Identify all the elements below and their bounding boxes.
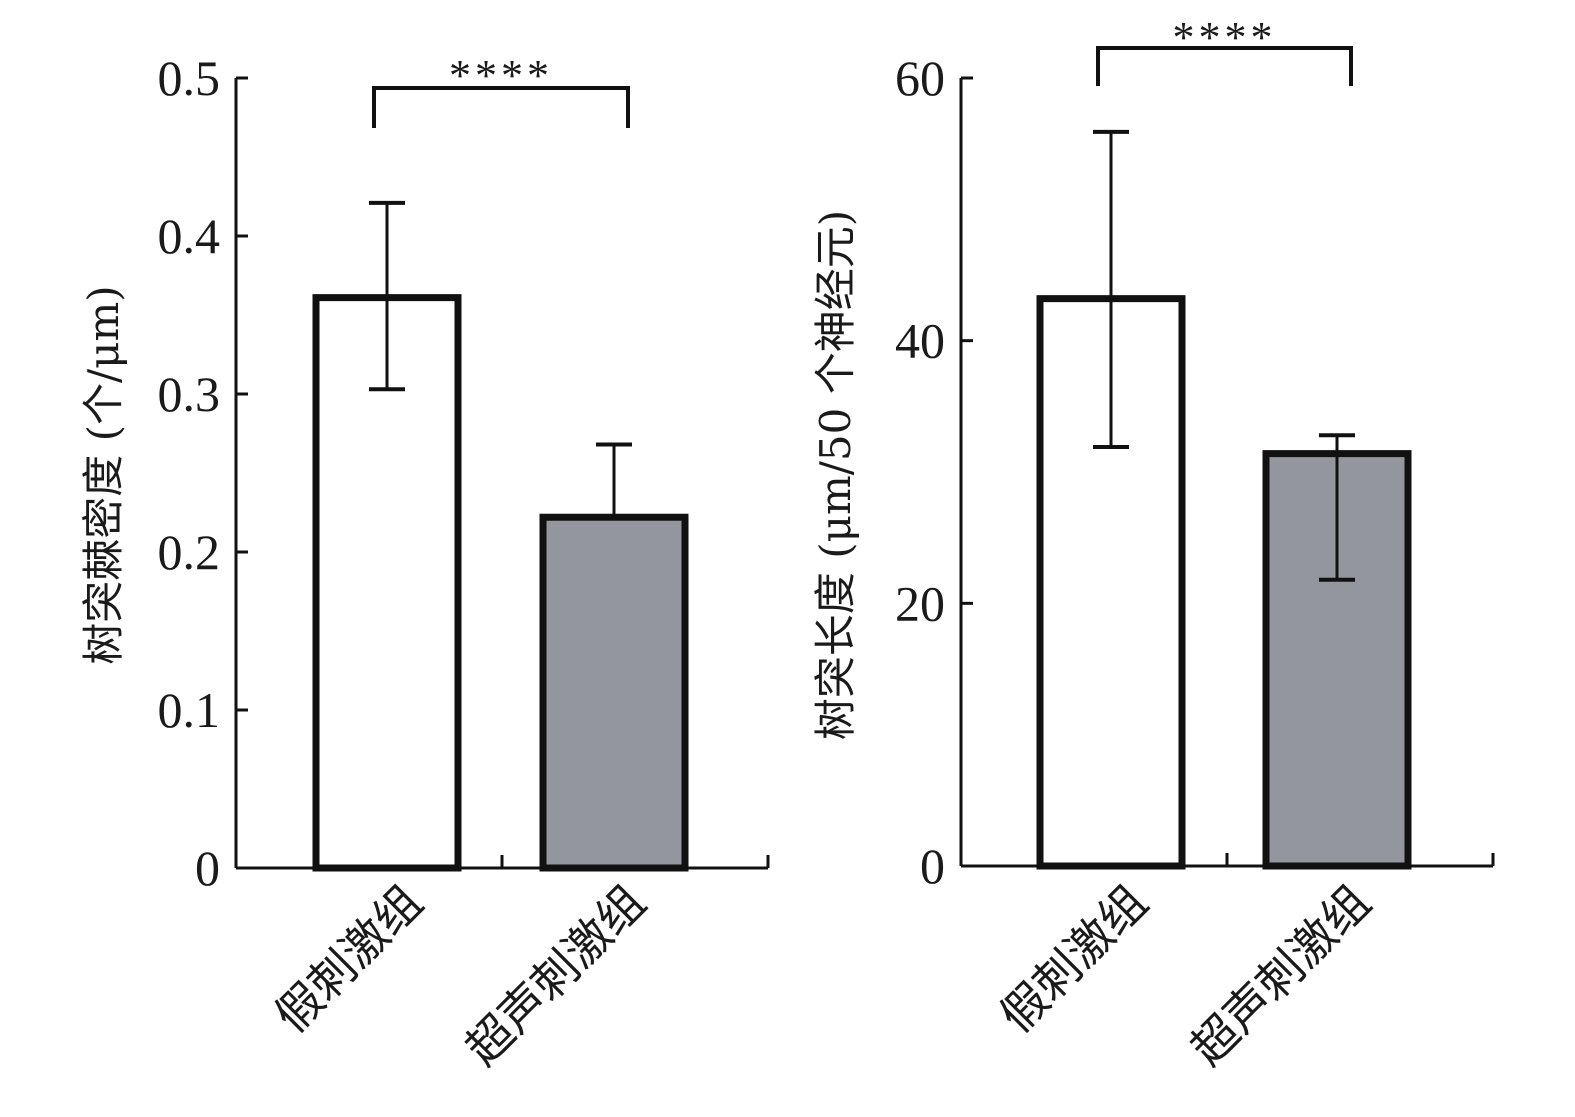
y-axis-title: 树突棘密度 (个/μm): [79, 285, 128, 664]
y-tick-label: 20: [895, 575, 945, 631]
y-tick-label: 0: [195, 840, 220, 896]
y-tick-label: 0.1: [158, 682, 221, 738]
significance-bracket: [372, 86, 630, 128]
x-category-label: 超声刺激组: [1180, 875, 1381, 1076]
x-category-label: 假刺激组: [264, 875, 432, 1043]
density-chart: 0 0.1 0.2 0.3 0.4 0.5 树突棘密度 (个/μm) 假刺激组 超声刺激组 ***…: [79, 50, 770, 1076]
bar: [539, 513, 689, 872]
y-tick-label: 60: [895, 50, 945, 106]
significance-label: ****: [449, 51, 553, 100]
y-tick-label: 40: [895, 313, 945, 369]
y-tick-label: 0.3: [158, 366, 221, 422]
significance-label: ****: [1173, 13, 1277, 62]
y-tick-label: 0.4: [158, 208, 221, 264]
x-category-label: 超声刺激组: [455, 875, 656, 1076]
y-tick-label: 0.2: [158, 524, 221, 580]
x-category-label: 假刺激组: [989, 875, 1157, 1043]
y-axis-title: 树突长度 (μm/50 个神经元): [811, 210, 860, 740]
y-tick-label: 0.5: [158, 50, 221, 106]
significance-bracket: [1096, 46, 1353, 86]
length-chart: 0 20 40 60 树突长度 (μm/50 个神经元) 假刺激组 超声刺激组 ****: [811, 13, 1495, 1076]
y-tick-label: 0: [920, 838, 945, 894]
